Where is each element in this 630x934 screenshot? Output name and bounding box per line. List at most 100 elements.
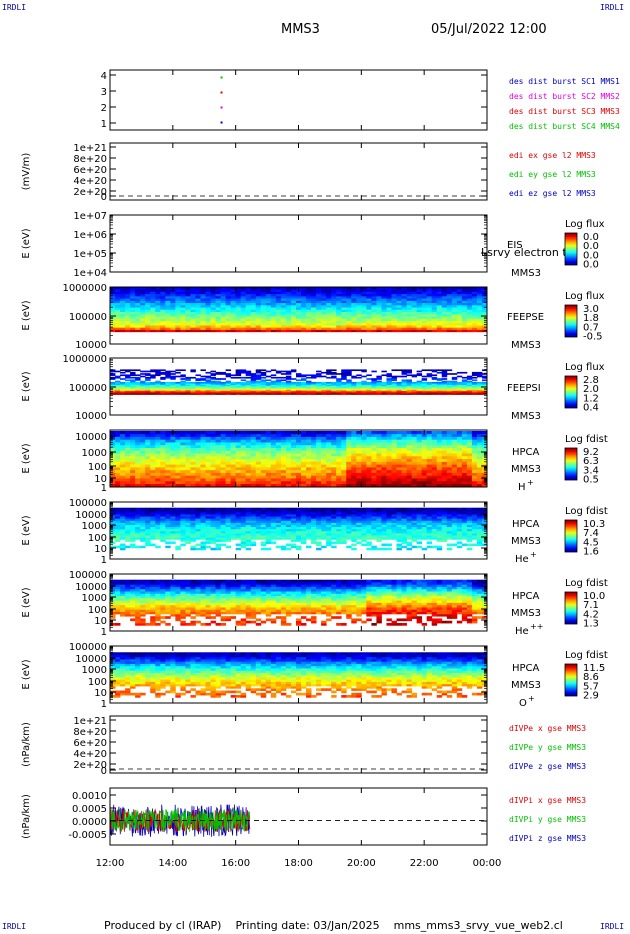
heatmap-cell <box>416 289 423 292</box>
heatmap-cell <box>185 304 191 308</box>
heatmap-cell <box>361 381 367 384</box>
heatmap-cell <box>471 316 478 319</box>
heatmap-cell <box>155 385 161 388</box>
heatmap-cell <box>361 325 367 328</box>
heatmap-cell <box>185 307 191 310</box>
heatmap-cell <box>180 430 186 435</box>
heatmap-cell <box>311 466 317 471</box>
heatmap-cell <box>200 444 206 448</box>
heatmap-cell <box>285 311 292 315</box>
heatmap-cell <box>265 309 272 313</box>
heatmap-cell <box>160 518 166 521</box>
heatmap-cell <box>416 439 423 443</box>
heatmap-cell <box>466 483 473 487</box>
heatmap-cell <box>215 442 221 446</box>
heatmap-cell <box>391 384 397 387</box>
heatmap-cell <box>255 371 262 374</box>
heatmap-cell <box>461 442 468 446</box>
heatmap-cell <box>135 461 141 465</box>
heatmap-cell <box>135 450 141 454</box>
heatmap-cell <box>401 309 407 313</box>
heatmap-cell <box>245 535 252 538</box>
heatmap-cell <box>255 329 262 333</box>
heatmap-cell <box>200 329 206 333</box>
heatmap-cell <box>255 390 262 393</box>
heatmap-cell <box>416 386 423 389</box>
heatmap-cell <box>431 389 438 392</box>
heatmap-cell <box>145 514 151 517</box>
heatmap-cell <box>200 537 206 540</box>
heatmap-cell <box>250 535 257 538</box>
heatmap-cell <box>240 528 247 532</box>
heatmap-cell <box>180 447 186 451</box>
heatmap-cell <box>210 393 216 395</box>
heatmap-cell <box>285 313 292 317</box>
heatmap-cell <box>406 453 412 457</box>
heatmap-cell <box>140 480 146 484</box>
heatmap-cell <box>190 325 196 328</box>
heatmap-cell <box>210 507 216 511</box>
heatmap-cell <box>311 289 317 292</box>
heatmap-cell <box>145 509 151 513</box>
heatmap-cell <box>190 516 196 519</box>
heatmap-cell <box>406 436 412 440</box>
heatmap-cell <box>285 378 292 380</box>
heatmap-cell <box>391 439 397 443</box>
heatmap-cell <box>396 322 402 326</box>
heatmap-cell <box>311 483 317 487</box>
heatmap-cell <box>316 386 322 389</box>
heatmap-cell <box>301 475 307 479</box>
heatmap-cell <box>170 447 176 451</box>
heatmap-cell <box>451 380 458 383</box>
heatmap-cell <box>210 541 216 544</box>
heatmap-cell <box>341 378 347 380</box>
heatmap-cell <box>120 516 126 519</box>
heatmap-cell <box>115 511 121 515</box>
heatmap-cell <box>361 480 367 484</box>
heatmap-cell <box>326 371 332 374</box>
heatmap-cell <box>401 291 407 295</box>
heatmap-cell <box>406 327 412 330</box>
heatmap-cell <box>120 547 126 551</box>
heatmap-cell <box>120 511 126 515</box>
heatmap-cell <box>280 455 287 460</box>
heatmap-cell <box>150 430 156 435</box>
heatmap-cell <box>190 389 196 392</box>
heatmap-cell <box>235 547 242 551</box>
heatmap-cell <box>155 329 161 333</box>
heatmap-cell <box>381 287 387 290</box>
heatmap-cell <box>396 436 402 440</box>
heatmap-cell <box>150 391 156 394</box>
heatmap-cell <box>451 302 458 306</box>
heatmap-cell <box>356 447 362 451</box>
heatmap-cell <box>255 475 262 479</box>
heatmap-cell <box>160 373 166 375</box>
heatmap-cell <box>301 442 307 446</box>
heatmap-cell <box>316 370 322 373</box>
heatmap-cell <box>446 300 453 304</box>
heatmap-cell <box>471 464 478 468</box>
heatmap-cell <box>255 291 262 295</box>
heatmap-cell <box>135 295 141 299</box>
heatmap-cell <box>280 391 287 394</box>
heatmap-cell <box>145 464 151 468</box>
y-tick-label: 10 <box>94 474 107 485</box>
heatmap-cell <box>290 384 297 387</box>
heatmap-cell <box>396 318 402 321</box>
heatmap-cell <box>260 369 267 372</box>
heatmap-cell <box>125 439 131 443</box>
heatmap-cell <box>240 307 247 310</box>
heatmap-cell <box>125 509 131 513</box>
heatmap-cell <box>240 390 247 393</box>
heatmap-cell <box>476 461 483 465</box>
heatmap-cell <box>431 464 438 468</box>
heatmap-cell <box>416 478 423 482</box>
heatmap-cell <box>225 291 232 295</box>
heatmap-cell <box>396 450 402 454</box>
heatmap-cell <box>195 287 201 290</box>
heatmap-cell <box>280 444 287 448</box>
heatmap-cell <box>225 535 232 538</box>
heatmap-cell <box>426 472 433 476</box>
heatmap-cell <box>215 539 221 542</box>
heatmap-cell <box>125 298 131 301</box>
